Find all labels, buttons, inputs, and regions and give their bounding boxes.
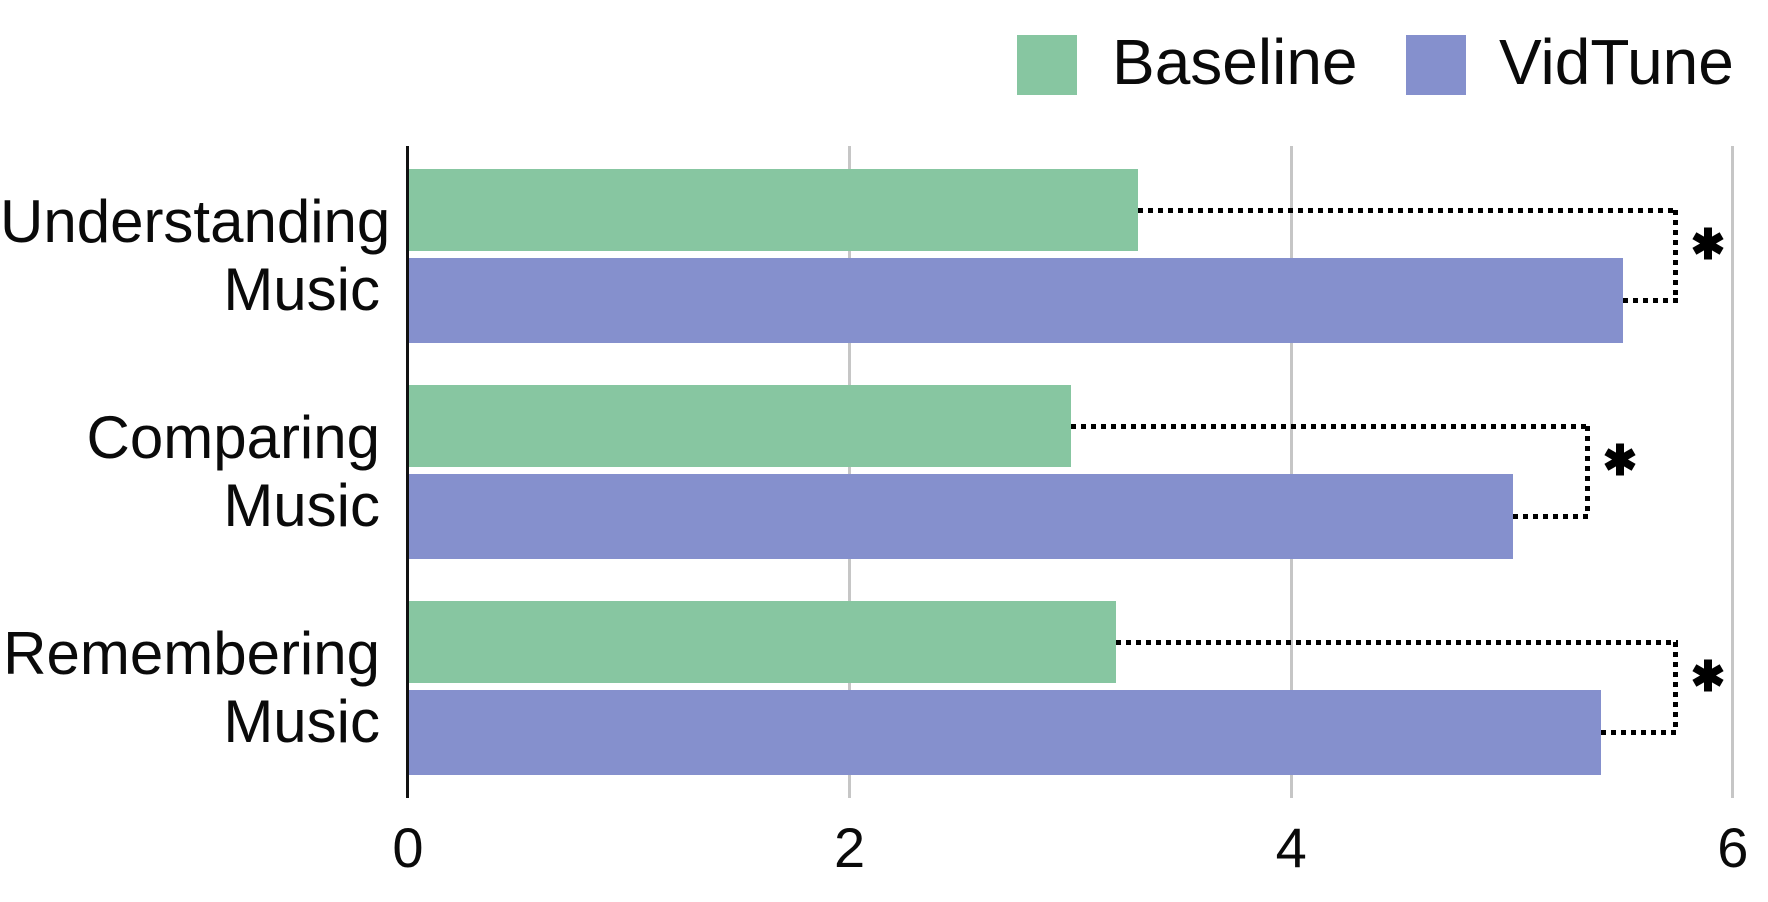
- significance-bracket-side: [1672, 210, 1678, 300]
- baseline-bar: [409, 385, 1072, 467]
- x-tick-label: 6: [1717, 816, 1749, 879]
- x-tick-label: 4: [1275, 816, 1307, 879]
- x-tick-label: 2: [834, 816, 866, 879]
- significance-bracket-bottom: [1623, 297, 1678, 303]
- category-label-line: Music: [223, 688, 380, 755]
- gridline: [848, 146, 852, 798]
- legend-swatch-baseline: [1017, 35, 1077, 95]
- category-label-line: Comparing: [86, 404, 380, 471]
- asterisk-icon: [1604, 443, 1636, 476]
- vidtune-bar: [409, 474, 1513, 559]
- legend-label-baseline: Baseline: [1112, 26, 1358, 98]
- vidtune-bar: [409, 258, 1624, 343]
- legend-label-vidtune: VidTune: [1499, 26, 1734, 98]
- gridline: [1289, 146, 1293, 798]
- category-label-line: Understanding: [0, 188, 391, 255]
- category-label: Understanding Music: [0, 188, 391, 324]
- significance-asterisk: [1602, 441, 1638, 484]
- category-label: Remembering Music: [0, 620, 380, 756]
- category-label-line: Music: [223, 256, 380, 323]
- significance-bracket-top: [1137, 207, 1678, 213]
- y-axis-line: [406, 146, 409, 798]
- baseline-bar: [409, 601, 1116, 683]
- asterisk-icon: [1692, 227, 1724, 260]
- significance-bracket-bottom: [1513, 513, 1590, 519]
- baseline-bar: [409, 169, 1138, 251]
- gridline: [1731, 146, 1735, 798]
- category-label: Comparing Music: [0, 404, 380, 540]
- significance-bracket-bottom: [1601, 729, 1678, 735]
- category-label-line: Music: [223, 472, 380, 539]
- vidtune-bar: [409, 690, 1602, 775]
- significance-bracket-top: [1115, 639, 1678, 645]
- x-tick-label: 0: [392, 816, 424, 879]
- significance-bracket-side: [1584, 426, 1590, 516]
- category-label-line: Remembering: [3, 620, 380, 687]
- asterisk-icon: [1692, 659, 1724, 692]
- significance-asterisk: [1690, 225, 1726, 268]
- significance-bracket-top: [1071, 423, 1590, 429]
- significance-asterisk: [1690, 657, 1726, 700]
- legend-swatch-vidtune: [1406, 35, 1466, 95]
- significance-bracket-side: [1672, 642, 1678, 732]
